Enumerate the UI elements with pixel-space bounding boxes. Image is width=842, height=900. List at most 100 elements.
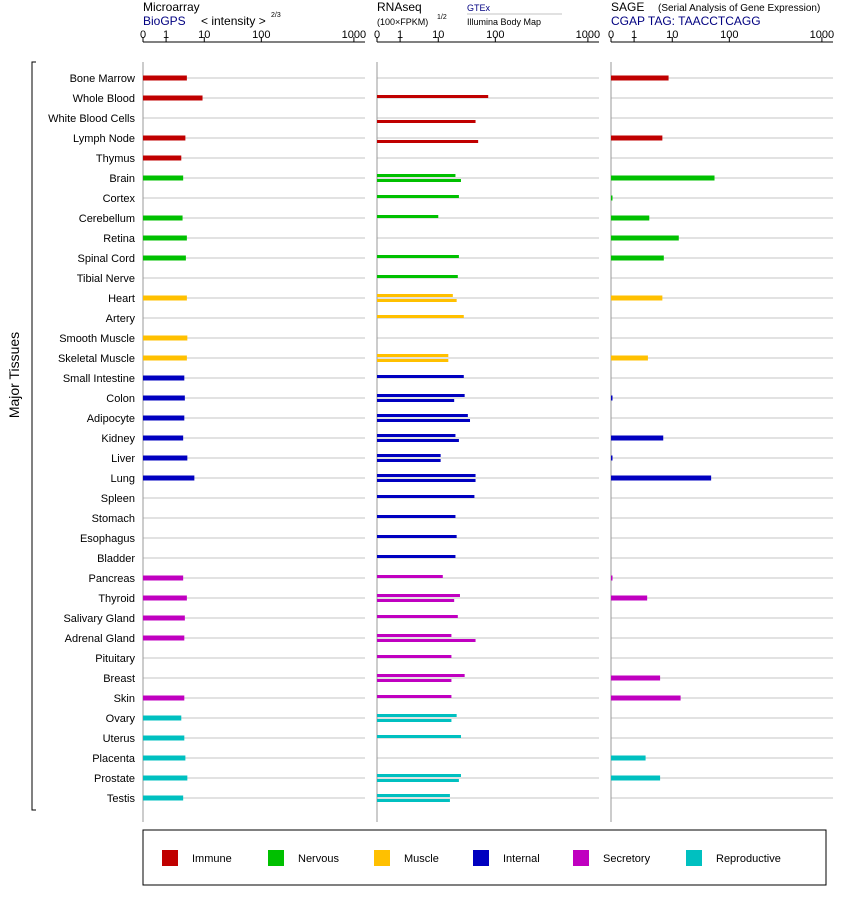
microarray-bar [143, 355, 187, 361]
rnaseq-ibm-bar [377, 299, 457, 302]
tissue-label: Prostate [94, 773, 135, 785]
tissue-label: Thymus [96, 153, 136, 165]
tissue-label: Small Intestine [63, 373, 135, 385]
tissue-label: Bone Marrow [70, 73, 135, 85]
microarray-bar [143, 375, 185, 381]
tissue-label: Pituitary [95, 653, 135, 665]
microarray-source: BioGPS [143, 14, 186, 28]
sage-bar [611, 435, 664, 441]
sage-bar [611, 755, 646, 761]
tissue-label: Testis [107, 793, 136, 805]
microarray-bar [143, 695, 185, 701]
microarray-title: Microarray [143, 0, 200, 14]
rnaseq-gtex-bar [377, 275, 458, 278]
tissue-label: Colon [106, 393, 135, 405]
rnaseq-header: RNAseq (100×FPKM) 1/2 GTEx Illumina Body… [377, 0, 562, 27]
microarray-bar [143, 455, 188, 461]
secretory-legend-label: Secretory [603, 853, 651, 865]
y-axis-label: Major Tissues [6, 332, 22, 418]
nervous-legend-label: Nervous [298, 853, 339, 865]
tissue-label: Stomach [92, 513, 135, 525]
tissue-label: Esophagus [80, 533, 136, 545]
tissue-label: Spleen [101, 493, 135, 505]
rnaseq-gtex-bar [377, 294, 453, 297]
sage-title: SAGE [611, 0, 644, 14]
microarray-bar [143, 135, 186, 141]
sage-bar [611, 355, 648, 361]
rnaseq-ibm-bar [377, 140, 479, 143]
microarray-bar [143, 615, 185, 621]
tissue-label: Bladder [97, 553, 135, 565]
rnaseq-tick-label: 10 [432, 29, 444, 41]
rnaseq-ibm-bar [377, 779, 459, 782]
rnaseq-gtex-bar [377, 454, 441, 457]
microarray-bar [143, 295, 187, 301]
tissue-label: Placenta [92, 753, 136, 765]
secretory-legend-swatch [573, 850, 589, 866]
tissue-label: Brain [109, 173, 135, 185]
rnaseq-gtex-bar [377, 714, 457, 717]
muscle-legend-swatch [374, 850, 390, 866]
rnaseq-gtex-bar [377, 375, 464, 378]
rnaseq-ibm-bar [377, 419, 471, 422]
category-legend: Immune Nervous Muscle Internal Secretory Repr… [162, 850, 781, 866]
rnaseq-gtex-bar [377, 215, 439, 218]
sage-bar [611, 475, 712, 481]
rnaseq-ibm-bar [377, 639, 476, 642]
tissue-label: Artery [106, 313, 136, 325]
microarray-bar [143, 475, 195, 481]
microarray-bar [143, 575, 184, 581]
microarray-bar [143, 715, 182, 721]
sage-bar [611, 595, 648, 601]
rnaseq-gtex-bar [377, 555, 456, 558]
sage-bar [611, 175, 715, 181]
rnaseq-gtex-bar [377, 474, 476, 477]
category-legend-box [142, 829, 827, 886]
microarray-bar [143, 95, 203, 101]
microarray-bar [143, 255, 186, 261]
rnaseq-gtex-bar [377, 594, 460, 597]
immune-legend-swatch [162, 850, 178, 866]
rnaseq-tick-label: 1000 [576, 29, 600, 41]
rnaseq-gtex-bar [377, 695, 452, 698]
rnaseq-tick-label: 1 [397, 29, 403, 41]
microarray-bar [143, 755, 186, 761]
immune-legend-label: Immune [192, 853, 232, 865]
rnaseq-gtex-bar [377, 674, 465, 677]
internal-legend-swatch [473, 850, 489, 866]
sage-tick-label: 0 [608, 29, 614, 41]
sage-bar [611, 235, 679, 241]
rnaseq-ibm-bar [377, 799, 450, 802]
rnaseq-tick-label: 0 [374, 29, 380, 41]
sage-bar [611, 455, 613, 461]
sage-bar [611, 775, 661, 781]
tissue-label: Uterus [103, 733, 136, 745]
rnaseq-gtex-bar [377, 95, 489, 98]
microarray-bar [143, 235, 187, 241]
rnaseq-ibm-bar [377, 679, 452, 682]
tissue-label: Thyroid [98, 593, 135, 605]
microarray-tick-label: 100 [252, 29, 270, 41]
sage-bar [611, 255, 664, 261]
rnaseq-gtex-bar [377, 535, 457, 538]
tissue-label: Lymph Node [73, 133, 135, 145]
rnaseq-gtex-bar [377, 794, 450, 797]
tissue-label: Pancreas [89, 573, 136, 585]
rnaseq-gtex-bar [377, 495, 475, 498]
rnaseq-ibm-bar [377, 120, 476, 123]
microarray-tick-label: 0 [140, 29, 146, 41]
microarray-bar [143, 215, 183, 221]
rnaseq-ibm-bar [377, 179, 461, 182]
rnaseq-gtex-bar [377, 634, 452, 637]
sage-bar [611, 675, 661, 681]
tissue-label: Breast [103, 673, 135, 685]
reproductive-legend-swatch [686, 850, 702, 866]
rnaseq-legend-illumina: Illumina Body Map [467, 17, 541, 27]
microarray-bar [143, 595, 187, 601]
nervous-legend-swatch [268, 850, 284, 866]
sage-tag: CGAP TAG: TAACCTCAGG [611, 14, 761, 28]
sage-bar [611, 215, 650, 221]
sage-bar [611, 395, 613, 401]
rnaseq-gtex-bar [377, 195, 459, 198]
row-gridlines [143, 77, 833, 799]
